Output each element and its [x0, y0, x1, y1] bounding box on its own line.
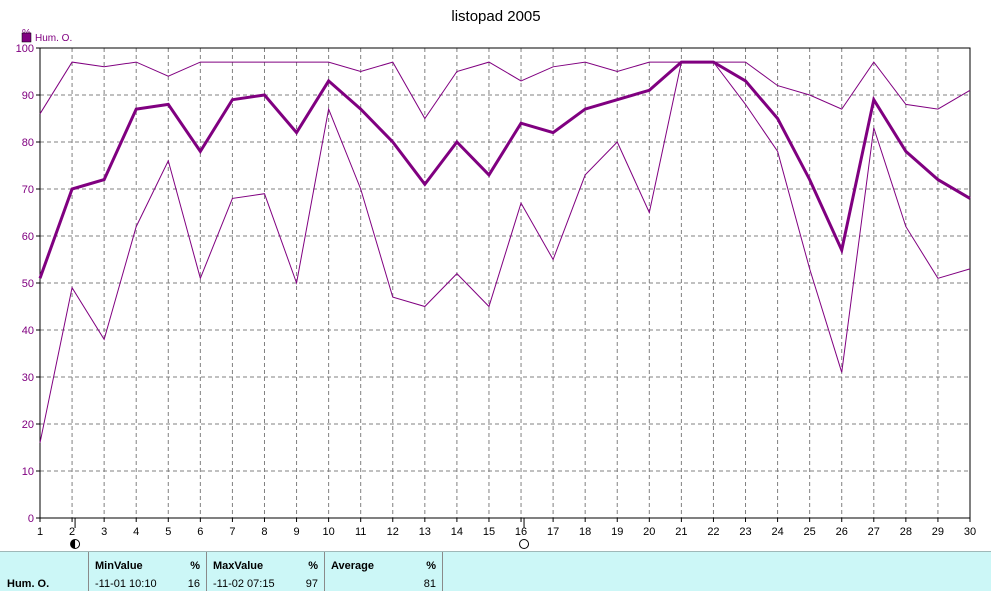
x-tick-label: 23 — [739, 526, 751, 538]
series — [38, 60, 971, 443]
x-tick-label: 4 — [133, 526, 139, 538]
average-value: 81 — [423, 578, 436, 590]
x-tick-label: 1 — [37, 526, 43, 538]
max-value-cell: MaxValue % -11-02 07:15 97 — [206, 552, 324, 591]
y-tick-label: 30 — [22, 372, 34, 384]
y-tick-label: 0 — [28, 513, 34, 525]
x-tick-label: 16 — [515, 526, 527, 538]
stats-panel: Hum. O. MinValue % -11-01 10:10 16 MaxVa… — [0, 551, 991, 591]
chart-title: listopad 2005 — [451, 8, 540, 25]
min-value: 16 — [187, 578, 200, 590]
stats-row-label: Hum. O. — [7, 578, 50, 590]
min-value-unit: % — [190, 560, 200, 572]
x-tick-label: 24 — [771, 526, 783, 538]
series-line-min — [39, 61, 971, 443]
moon-markers — [70, 518, 530, 549]
x-tick-label: 18 — [579, 526, 591, 538]
x-tick-label: 29 — [932, 526, 944, 538]
max-value-unit: % — [308, 560, 318, 572]
x-tick-label: 15 — [483, 526, 495, 538]
average-header: Average — [331, 560, 375, 572]
x-tick-label: 30 — [964, 526, 976, 538]
x-tick-label: 21 — [675, 526, 687, 538]
y-tick-label: 20 — [22, 419, 34, 431]
series-line-max — [39, 61, 971, 120]
x-tick-label: 20 — [643, 526, 655, 538]
x-tick-label: 27 — [868, 526, 880, 538]
x-tick-label: 13 — [419, 526, 431, 538]
half-moon-shade — [70, 539, 76, 549]
y-tick-label: 50 — [22, 278, 34, 290]
average-cell: Average % 81 — [324, 552, 442, 591]
legend-swatch — [21, 32, 32, 43]
y-tick-label: 100 — [16, 43, 34, 55]
grid — [40, 48, 970, 518]
humidity-chart: listopad 2005 % Hum. O. 1234567891011121… — [16, 8, 976, 549]
x-tick-label: 17 — [547, 526, 559, 538]
stats-row-label-cell: Hum. O. — [0, 552, 88, 591]
x-tick-label: 19 — [611, 526, 623, 538]
x-tick-label: 26 — [836, 526, 848, 538]
x-tick-label: 2 — [69, 526, 75, 538]
legend-label: Hum. O. — [35, 33, 72, 44]
x-tick-label: 9 — [293, 526, 299, 538]
y-tick-label: 40 — [22, 325, 34, 337]
x-tick-label: 12 — [387, 526, 399, 538]
axes: 1 2 3 4 5 6 7 8 9 10 11 12 13 14 15 16 17 18 19 20 21 22 23 24 2… — [16, 43, 976, 538]
x-tick-label: 22 — [707, 526, 719, 538]
y-tick-label: 70 — [22, 184, 34, 196]
x-tick-label: 8 — [261, 526, 267, 538]
x-tick-label: 6 — [197, 526, 203, 538]
stats-empty-cell — [442, 552, 991, 591]
y-tick-label: 10 — [22, 466, 34, 478]
min-value-cell: MinValue % -11-01 10:10 16 — [88, 552, 206, 591]
x-tick-label: 10 — [322, 526, 334, 538]
full-moon-icon — [519, 539, 530, 549]
x-tick-label: 5 — [165, 526, 171, 538]
min-value-header: MinValue — [95, 560, 143, 572]
x-tick-label: 11 — [355, 526, 366, 538]
y-tick-label: 90 — [22, 90, 34, 102]
y-tick-label: 80 — [22, 137, 34, 149]
x-tick-label: 7 — [229, 526, 235, 538]
x-tick-label: 14 — [451, 526, 463, 538]
average-unit: % — [426, 560, 436, 572]
max-value: 97 — [305, 578, 318, 590]
max-value-time: -11-02 07:15 — [213, 578, 275, 590]
x-tick-label: 3 — [101, 526, 107, 538]
y-tick-label: 60 — [22, 231, 34, 243]
x-tick-label: 25 — [804, 526, 816, 538]
x-tick-label: 28 — [900, 526, 912, 538]
half-moon-icon — [70, 539, 81, 549]
max-value-header: MaxValue — [213, 560, 264, 572]
series-line-average — [38, 60, 971, 279]
min-value-time: -11-01 10:10 — [95, 578, 157, 590]
